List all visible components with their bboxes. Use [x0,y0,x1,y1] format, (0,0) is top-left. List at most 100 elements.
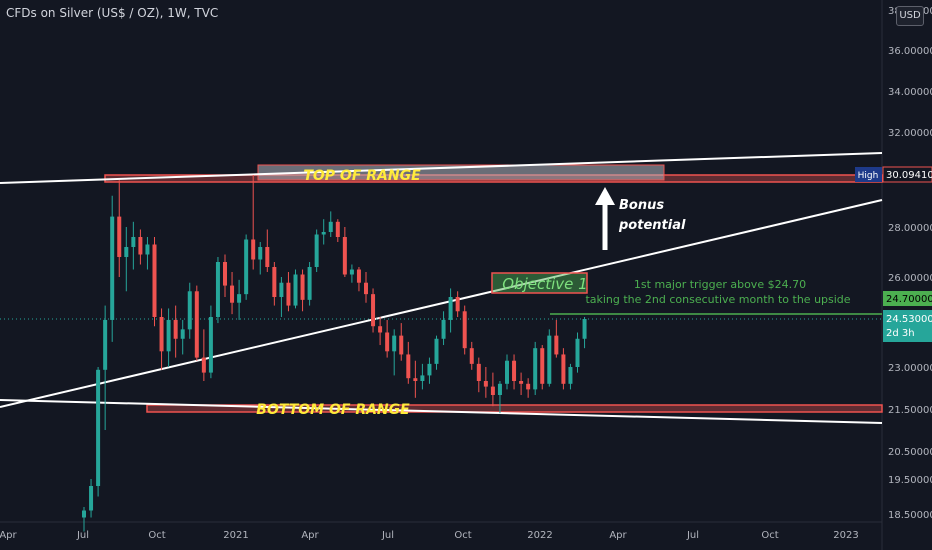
trigger-note-line2: taking the 2nd consecutive month to the … [585,293,850,306]
candle-body [258,247,263,260]
objective-box [491,272,588,294]
candle-body [420,375,425,381]
candle-body [293,274,298,306]
objective-label: Objective 1 [502,275,587,293]
time-tick-label: Jul [686,530,699,541]
candle-body [89,486,94,511]
candle-body [194,291,199,358]
time-tick-label: Jul [76,530,89,541]
top-of-range-label: TOP OF RANGE [303,168,421,184]
candle-body [561,354,566,384]
candle-body [328,221,333,232]
price-tick-label: 21.50000 [888,405,932,416]
candle-body [497,383,502,395]
bottom-of-range-label: BOTTOM OF RANGE [256,402,410,418]
time-tick-label: Oct [761,530,778,541]
candle-body [399,335,404,355]
bonus-arrow-head [595,187,615,205]
candle-body [406,354,411,379]
time-tick-label: 2023 [833,530,858,541]
candle-body [244,239,249,295]
candle-body [201,357,206,373]
price-tick-label: 23.00000 [888,363,932,374]
candle-body [554,335,559,355]
chart-title: CFDs on Silver (US$ / OZ), 1W, TVC [6,6,219,20]
candle-body [519,381,524,384]
candle-body [385,332,390,352]
candle-body [392,335,397,352]
time-tick-label: 2021 [223,530,248,541]
time-tick-label: 2022 [527,530,552,541]
bonus-label-line2: potential [618,218,686,233]
candle-body [110,216,115,320]
candle-body [272,267,277,297]
candle-body [342,237,347,275]
candle-body [469,348,474,364]
candle-body [356,269,361,283]
candle-body [490,386,495,395]
bottom-of-range-box [146,404,883,413]
candle-body [371,294,376,327]
candle-body [286,282,291,306]
time-tick-label: Apr [0,530,18,541]
candle-body [96,369,101,486]
upper-trendline [0,152,883,184]
candle-body [582,319,587,339]
candle-body [117,216,122,257]
price-tick-label: 34.00000 [888,87,932,98]
trigger-value-bg [883,291,932,306]
time-tick-label: Oct [148,530,165,541]
candle-body [413,378,418,381]
lower-trendline [0,399,883,424]
candle-body [138,237,143,255]
price-tick-label: 36.00000 [888,46,932,57]
candle-body [568,367,573,384]
candle-body [455,297,460,312]
candle-body [131,237,136,247]
bonus-label-line1: Bonus [619,198,664,213]
candle-body [173,319,178,339]
candle-body [575,338,580,367]
candle-body [427,363,432,376]
candle-body [230,285,235,303]
time-tick-label: Jul [381,530,394,541]
candle-body [335,221,340,237]
high-tag-bg [855,167,882,182]
currency-button[interactable]: USD [896,6,924,26]
candle-body [82,510,86,518]
countdown-label: 2d 3h [886,328,915,339]
price-tick-label: 19.50000 [888,475,932,486]
candle-body [533,348,538,390]
high-tag-label: High [858,171,879,181]
candle-body [321,232,326,235]
trigger-note-line1: 1st major trigger above $24.70 [634,278,806,291]
candle-body [166,319,171,352]
candle-body [223,262,227,286]
candle-body [152,244,157,317]
candle-body [307,267,312,300]
price-tick-label: 20.50000 [888,447,932,458]
candle-body [547,335,552,384]
candle-body [526,383,531,390]
candle-body [476,363,481,381]
high-value-label: 30.09410 [886,170,932,181]
trigger-value-label: 24.70000 [886,294,932,305]
candle-body [378,326,383,333]
candle-body [103,319,108,370]
price-tick-label: 28.00000 [888,223,932,234]
candle-body [208,317,213,373]
candle-body [145,244,150,255]
candle-body [314,234,319,267]
top-of-range-zone [257,164,665,181]
candle-body [251,239,256,260]
candle-body [300,274,305,300]
candle-body [512,360,517,381]
candle-body [180,329,185,339]
price-tick-label: 32.00000 [888,128,932,139]
candle-body [215,262,220,317]
candle-body [448,297,453,320]
candle-body [187,291,192,330]
candle-body [540,348,545,384]
price-tick-label: 18.50000 [888,510,932,521]
